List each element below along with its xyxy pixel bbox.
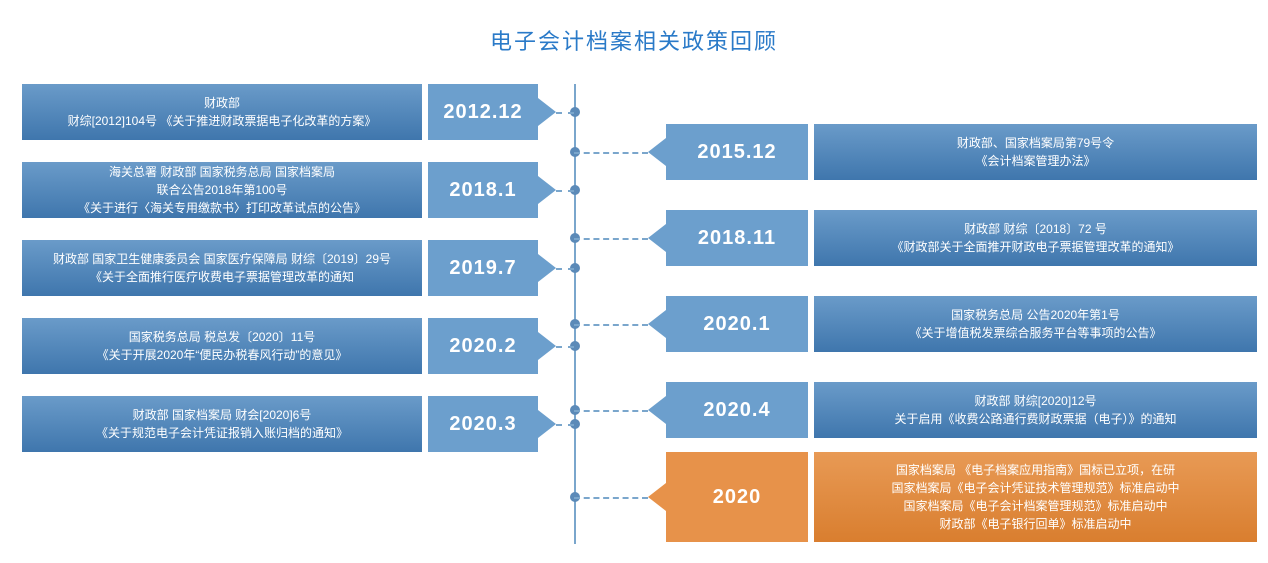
policy-content: 国家档案局 《电子档案应用指南》国标已立项，在研国家档案局《电子会计凭证技术管理… (814, 452, 1257, 542)
policy-text-line: 国家档案局《电子会计凭证技术管理规范》标准启动中 (891, 479, 1179, 497)
arrow-right-icon (538, 254, 556, 282)
policy-text-line: 联合公告2018年第100号 (157, 181, 288, 199)
policy-text-line: 财政部 财综〔2018〕72 号 (964, 220, 1107, 238)
policy-content: 国家税务总局 公告2020年第1号《关于增值税发票综合服务平台等事项的公告》 (814, 296, 1257, 352)
connector-line (556, 424, 574, 426)
policy-text-line: 《会计档案管理办法》 (975, 152, 1095, 170)
timeline-item-left: 财政部 国家档案局 财会[2020]6号《关于规范电子会计凭证报销入账归档的通知… (22, 396, 556, 452)
timeline-item-left: 财政部财综[2012]104号 《关于推进财政票据电子化改革的方案》2012.1… (22, 84, 556, 140)
timeline-item-left: 国家税务总局 税总发〔2020〕11号《关于开展2020年“便民办税春风行动”的… (22, 318, 556, 374)
arrow-right-icon (538, 332, 556, 360)
policy-text-line: 财政部 国家档案局 财会[2020]6号 (133, 406, 312, 424)
connector-line (556, 268, 574, 270)
policy-text-line: 财综[2012]104号 《关于推进财政票据电子化改革的方案》 (68, 112, 377, 130)
policy-text-line: 《关于全面推行医疗收费电子票据管理改革的通知 (90, 268, 354, 286)
date-label: 2020.3 (428, 396, 538, 452)
arrow-left-icon (648, 483, 666, 511)
timeline-item-left: 海关总署 财政部 国家税务总局 国家档案局联合公告2018年第100号《关于进行… (22, 162, 556, 218)
timeline-item-left: 财政部 国家卫生健康委员会 国家医疗保障局 财综〔2019〕29号《关于全面推行… (22, 240, 556, 296)
policy-text-line: 国家税务总局 公告2020年第1号 (951, 306, 1120, 324)
date-label: 2019.7 (428, 240, 538, 296)
policy-content: 财政部、国家档案局第79号令《会计档案管理办法》 (814, 124, 1257, 180)
policy-content: 财政部 国家卫生健康委员会 国家医疗保障局 财综〔2019〕29号《关于全面推行… (22, 240, 422, 296)
timeline-item-right: 2020.1国家税务总局 公告2020年第1号《关于增值税发票综合服务平台等事项… (574, 296, 1257, 352)
timeline-item-right: 2018.11财政部 财综〔2018〕72 号《财政部关于全面推开财政电子票据管… (574, 210, 1257, 266)
date-label: 2020.1 (666, 296, 808, 352)
policy-text-line: 《财政部关于全面推开财政电子票据管理改革的通知》 (891, 238, 1179, 256)
date-label: 2020 (666, 452, 808, 542)
date-label: 2020.2 (428, 318, 538, 374)
arrow-left-icon (648, 310, 666, 338)
arrow-left-icon (648, 396, 666, 424)
policy-text-line: 海关总署 财政部 国家税务总局 国家档案局 (109, 163, 335, 181)
policy-text-line: 《关于开展2020年“便民办税春风行动”的意见》 (97, 346, 348, 364)
arrow-left-icon (648, 138, 666, 166)
policy-text-line: 关于启用《收费公路通行费财政票据（电子）》的通知 (894, 410, 1176, 428)
policy-text-line: 国家档案局 《电子档案应用指南》国标已立项，在研 (896, 461, 1175, 479)
policy-text-line: 财政部 财综[2020]12号 (974, 392, 1096, 410)
connector-line (556, 190, 574, 192)
arrow-right-icon (538, 410, 556, 438)
date-label: 2015.12 (666, 124, 808, 180)
timeline: 财政部财综[2012]104号 《关于推进财政票据电子化改革的方案》2012.1… (0, 74, 1268, 554)
arrow-left-icon (648, 224, 666, 252)
policy-content: 财政部 财综[2020]12号关于启用《收费公路通行费财政票据（电子）》的通知 (814, 382, 1257, 438)
policy-content: 海关总署 财政部 国家税务总局 国家档案局联合公告2018年第100号《关于进行… (22, 162, 422, 218)
date-label: 2018.11 (666, 210, 808, 266)
policy-text-line: 《关于规范电子会计凭证报销入账归档的通知》 (96, 424, 348, 442)
arrow-right-icon (538, 176, 556, 204)
connector-line (556, 346, 574, 348)
page-title: 电子会计档案相关政策回顾 (0, 0, 1268, 74)
policy-content: 国家税务总局 税总发〔2020〕11号《关于开展2020年“便民办税春风行动”的… (22, 318, 422, 374)
policy-content: 财政部财综[2012]104号 《关于推进财政票据电子化改革的方案》 (22, 84, 422, 140)
date-label: 2012.12 (428, 84, 538, 140)
timeline-item-right: 2015.12财政部、国家档案局第79号令《会计档案管理办法》 (574, 124, 1257, 180)
arrow-right-icon (538, 98, 556, 126)
policy-text-line: 国家档案局《电子会计档案管理规范》标准启动中 (903, 497, 1167, 515)
policy-text-line: 财政部《电子银行回单》标准启动中 (939, 515, 1131, 533)
timeline-item-right: 2020.4财政部 财综[2020]12号关于启用《收费公路通行费财政票据（电子… (574, 382, 1257, 438)
policy-text-line: 《关于增值税发票综合服务平台等事项的公告》 (909, 324, 1161, 342)
date-label: 2018.1 (428, 162, 538, 218)
policy-text-line: 财政部 国家卫生健康委员会 国家医疗保障局 财综〔2019〕29号 (53, 250, 391, 268)
policy-text-line: 财政部、国家档案局第79号令 (957, 134, 1114, 152)
policy-text-line: 财政部 (204, 94, 240, 112)
date-label: 2020.4 (666, 382, 808, 438)
policy-content: 财政部 财综〔2018〕72 号《财政部关于全面推开财政电子票据管理改革的通知》 (814, 210, 1257, 266)
policy-text-line: 国家税务总局 税总发〔2020〕11号 (129, 328, 316, 346)
connector-line (556, 112, 574, 114)
policy-text-line: 《关于进行〈海关专用缴款书〉打印改革试点的公告》 (78, 199, 366, 217)
policy-content: 财政部 国家档案局 财会[2020]6号《关于规范电子会计凭证报销入账归档的通知… (22, 396, 422, 452)
timeline-item-right: 2020国家档案局 《电子档案应用指南》国标已立项，在研国家档案局《电子会计凭证… (574, 452, 1257, 542)
